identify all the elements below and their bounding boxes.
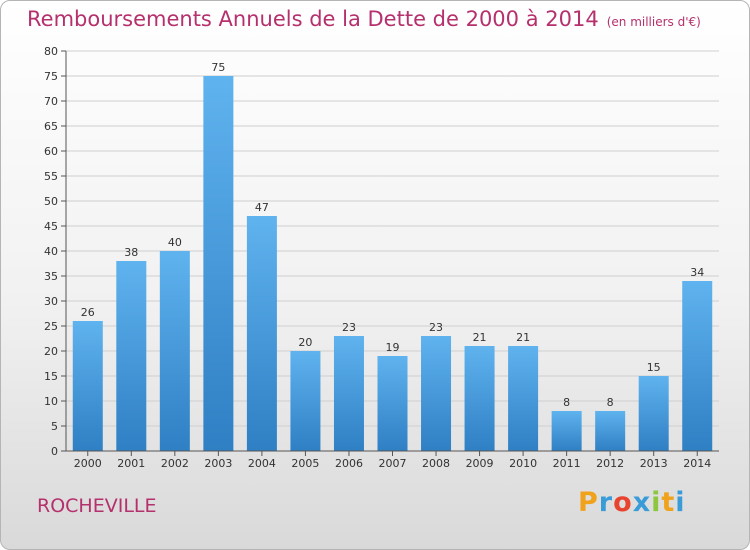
data-label: 34 <box>690 266 704 279</box>
y-axis: 0 5 10 15 20 25 30 35 40 45 50 55 60 65 70 75 80 <box>44 45 66 458</box>
x-tick-label: 2002 <box>161 457 189 470</box>
bar <box>421 336 452 451</box>
data-label: 21 <box>516 331 530 344</box>
data-label: 21 <box>473 331 487 344</box>
bar <box>333 336 364 451</box>
y-tick-label: 25 <box>44 320 58 333</box>
bars: 26 38 40 75 47 20 23 19 23 21 21 8 8 15 34 <box>72 61 713 451</box>
x-tick-label: 2001 <box>117 457 145 470</box>
x-tick-label: 2013 <box>640 457 668 470</box>
x-tick-label: 2010 <box>509 457 537 470</box>
bar <box>72 321 103 451</box>
x-tick-label: 2005 <box>291 457 319 470</box>
y-tick-label: 75 <box>44 70 58 83</box>
logo-letter: x <box>632 487 652 518</box>
proxiti-logo: Proxiti <box>578 487 686 518</box>
x-tick-label: 2006 <box>335 457 363 470</box>
bar <box>595 411 626 451</box>
y-tick-label: 5 <box>51 420 58 433</box>
y-tick-label: 65 <box>44 120 58 133</box>
x-tick-label: 2012 <box>596 457 624 470</box>
x-tick-label: 2009 <box>466 457 494 470</box>
bar <box>682 281 713 451</box>
data-label: 15 <box>647 361 661 374</box>
y-tick-label: 45 <box>44 220 58 233</box>
data-label: 8 <box>563 396 570 409</box>
y-tick-label: 70 <box>44 95 58 108</box>
x-tick-label: 2004 <box>248 457 276 470</box>
y-tick-label: 20 <box>44 345 58 358</box>
y-tick-label: 30 <box>44 295 58 308</box>
x-tick-label: 2000 <box>74 457 102 470</box>
y-tick-label: 15 <box>44 370 58 383</box>
x-tick-label: 2014 <box>683 457 711 470</box>
y-tick-label: 0 <box>51 445 58 458</box>
data-label: 20 <box>298 336 312 349</box>
bar <box>377 356 408 451</box>
y-tick-label: 50 <box>44 195 58 208</box>
y-tick-label: 55 <box>44 170 58 183</box>
x-axis: 2000 2001 2002 2003 2004 2005 2006 2007 2008 2009… <box>74 451 711 470</box>
bar <box>638 376 669 451</box>
bar <box>159 251 190 451</box>
data-label: 75 <box>211 61 225 74</box>
unit-label: (en milliers d'€) <box>606 15 701 29</box>
y-tick-label: 60 <box>44 145 58 158</box>
title-text: Remboursements Annuels de la Dette de 20… <box>27 7 599 31</box>
bar <box>116 261 147 451</box>
chart-title: Remboursements Annuels de la Dette de 20… <box>27 7 701 31</box>
x-tick-label: 2011 <box>553 457 581 470</box>
logo-letter: i <box>675 487 686 518</box>
data-label: 23 <box>429 321 443 334</box>
data-label: 26 <box>81 306 95 319</box>
logo-letter: i <box>651 487 662 518</box>
data-label: 38 <box>124 246 138 259</box>
x-tick-label: 2003 <box>204 457 232 470</box>
y-tick-label: 80 <box>44 45 58 58</box>
bar <box>551 411 582 451</box>
place-name: ROCHEVILLE <box>37 495 157 517</box>
logo-letter: P <box>578 487 599 518</box>
logo-letter: t <box>661 487 676 518</box>
x-tick-label: 2008 <box>422 457 450 470</box>
bar <box>464 346 495 451</box>
data-label: 23 <box>342 321 356 334</box>
data-label: 8 <box>607 396 614 409</box>
logo-letter: r <box>598 487 614 518</box>
logo-letter: o <box>613 487 633 518</box>
y-tick-label: 40 <box>44 245 58 258</box>
x-tick-label: 2007 <box>379 457 407 470</box>
data-label: 47 <box>255 201 269 214</box>
y-tick-label: 35 <box>44 270 58 283</box>
bar <box>290 351 321 451</box>
data-label: 40 <box>168 236 182 249</box>
y-tick-label: 10 <box>44 395 58 408</box>
bar <box>246 216 277 451</box>
bar <box>508 346 539 451</box>
data-label: 19 <box>386 341 400 354</box>
bar <box>203 76 234 451</box>
